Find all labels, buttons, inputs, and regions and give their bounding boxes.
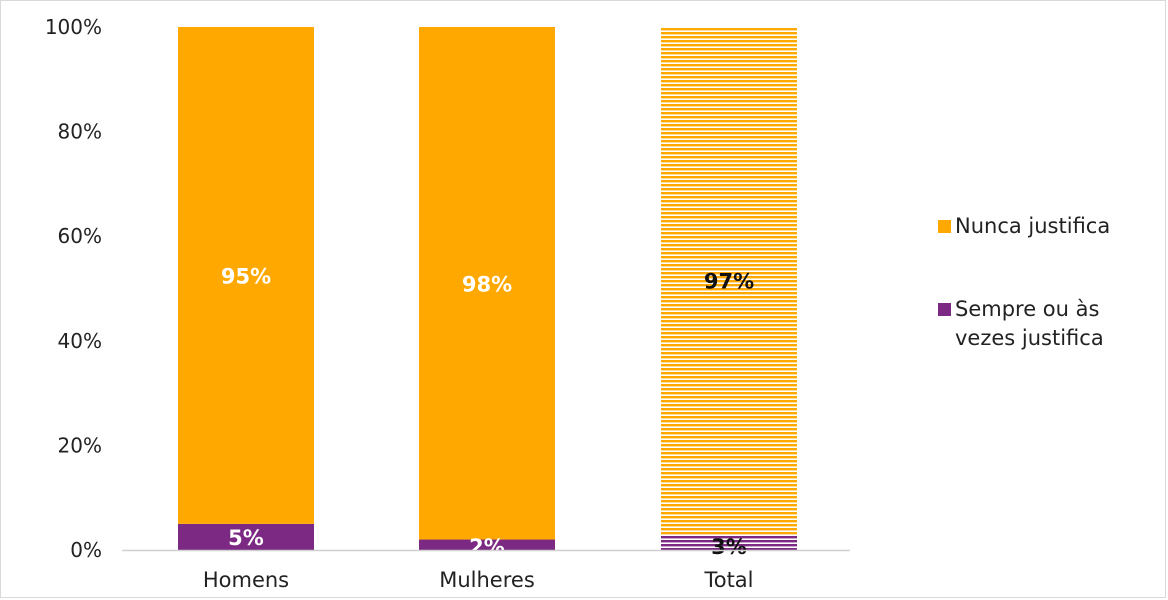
- legend-item-sempre: Sempre ou às vezes justifica: [938, 295, 1153, 353]
- x-axis: Homens Mulheres Total: [122, 549, 850, 592]
- data-label-total-sempre: 3%: [711, 535, 747, 559]
- bars: 5% 95% 2% 98% 3% 97%: [178, 27, 797, 559]
- x-tick-label: Total: [703, 568, 753, 592]
- data-label-mulheres-sempre: 2%: [469, 535, 505, 559]
- data-label-mulheres-nunca: 98%: [462, 272, 512, 296]
- bar-segment-homens-sempre: [178, 523, 314, 550]
- legend-swatch-sempre: [938, 303, 951, 316]
- y-axis: 0% 20% 40% 60% 80% 100%: [45, 15, 102, 562]
- y-tick-label: 80%: [58, 120, 102, 144]
- bar-segment-mulheres-sempre: [419, 539, 555, 550]
- y-tick-label: 0%: [70, 538, 102, 562]
- legend-label-nunca: Nunca justifica: [955, 214, 1111, 238]
- legend: Nunca justifica Sempre ou às vezes justi…: [938, 212, 1153, 407]
- y-tick-label: 60%: [58, 224, 102, 248]
- y-tick-label: 20%: [58, 433, 102, 457]
- x-tick-label: Mulheres: [439, 568, 535, 592]
- legend-label-sempre: Sempre ou às vezes justifica: [955, 297, 1104, 350]
- y-tick-label: 40%: [58, 329, 102, 353]
- bar-segment-total-nunca: [661, 27, 797, 535]
- data-label-homens-sempre: 5%: [228, 526, 264, 550]
- y-tick-label: 100%: [45, 15, 102, 39]
- bar-segment-total-sempre: [661, 534, 797, 550]
- x-tick-label: Homens: [203, 568, 289, 592]
- bar-segment-homens-nunca: [178, 27, 314, 524]
- legend-item-nunca: Nunca justifica: [938, 212, 1153, 241]
- bar-segment-mulheres-nunca: [419, 27, 555, 540]
- data-label-total-nunca: 97%: [704, 270, 754, 294]
- data-label-homens-nunca: 95%: [221, 264, 271, 288]
- legend-swatch-nunca: [938, 220, 951, 233]
